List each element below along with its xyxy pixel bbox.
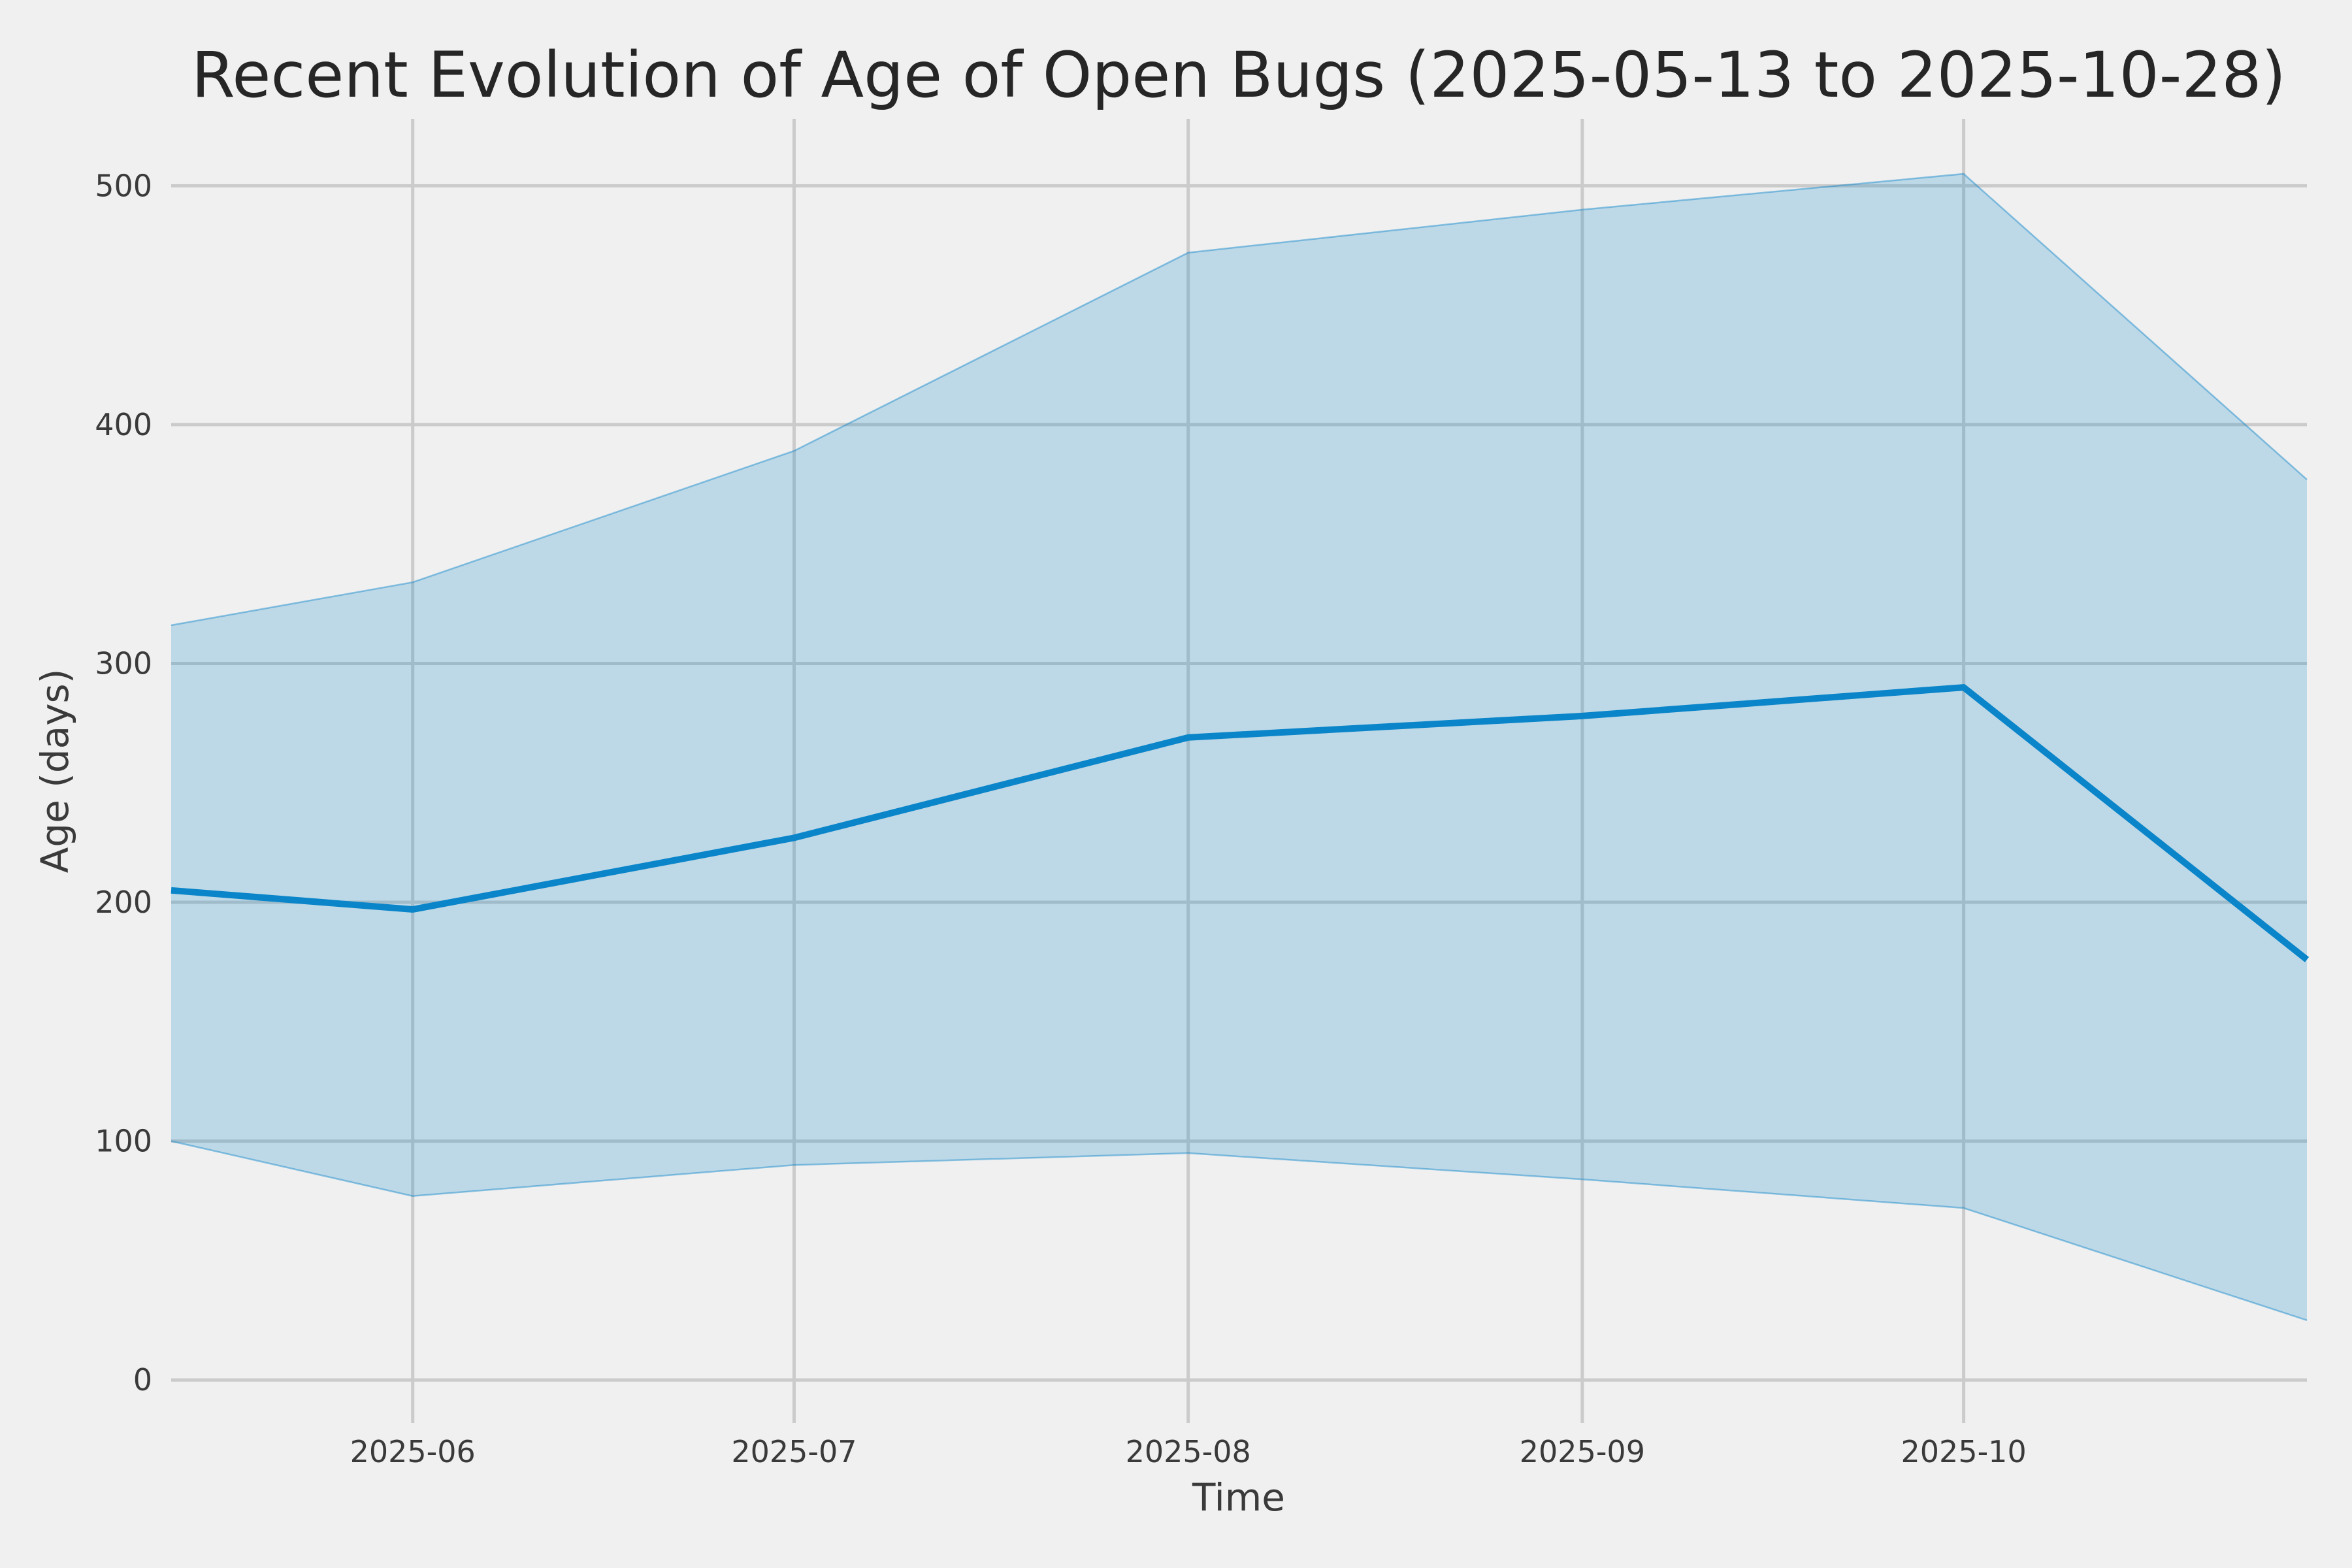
y-tick-label: 0 [133,1362,152,1397]
y-axis-label: Age (days) [33,669,77,874]
x-tick-label: 2025-06 [350,1434,476,1469]
confidence-band-lower-edge [171,1140,2308,1321]
x-tick-labels: 2025-06 2025-07 2025-08 2025-09 2025-10 [350,1434,2027,1469]
y-tick-label: 200 [95,885,152,920]
age-line-path [171,683,2310,962]
x-tick-label: 2025-10 [1901,1434,2027,1469]
x-tick-label: 2025-07 [731,1434,857,1469]
y-tick-label: 500 [95,168,152,203]
chart-title: Recent Evolution of Age of Open Bugs (20… [191,39,2286,112]
y-tick-label: 400 [95,407,152,442]
age-line [171,683,2310,962]
y-tick-labels: 0 100 200 300 400 500 [95,168,152,1397]
y-tick-label: 300 [95,645,152,681]
confidence-band-upper-edge [171,172,2308,627]
x-tick-label: 2025-08 [1126,1434,1251,1469]
gridlines [171,119,2307,1423]
confidence-band [171,172,2308,1321]
confidence-band-area [171,174,2307,1320]
x-axis-label: Time [1192,1475,1285,1520]
y-tick-label: 100 [95,1124,152,1159]
x-tick-label: 2025-09 [1520,1434,1645,1469]
